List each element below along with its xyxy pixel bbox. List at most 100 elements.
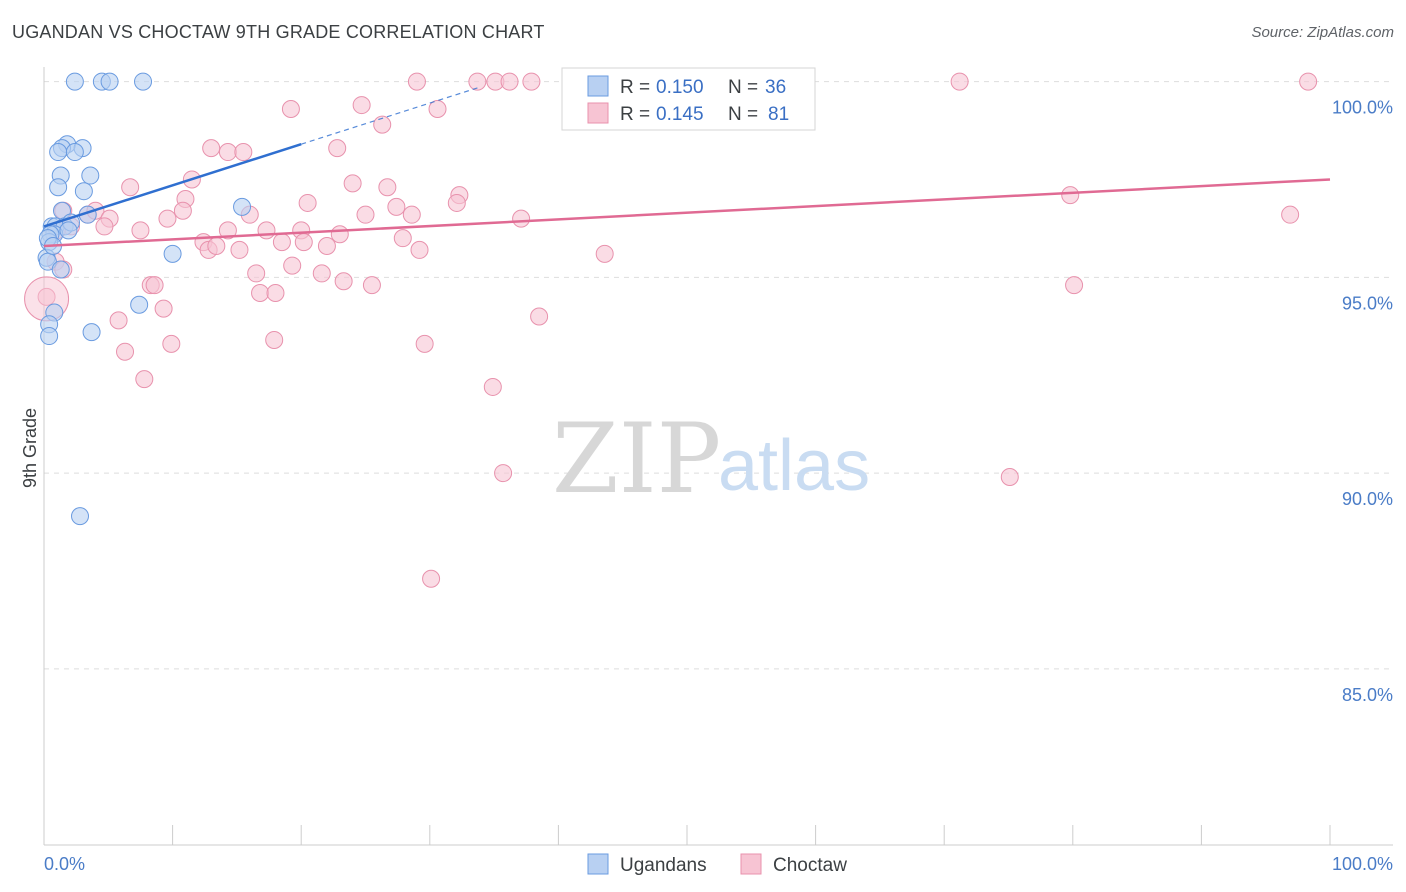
choctaw-r-value: 0.145 (656, 104, 704, 125)
choctaw-point (447, 193, 466, 212)
ugandans-point (130, 295, 149, 314)
choctaw-point (422, 569, 441, 588)
choctaw-point (362, 276, 381, 295)
choctaw-point (135, 370, 154, 389)
choctaw-point (145, 276, 164, 295)
choctaw-point (407, 72, 426, 91)
choctaw-point (272, 233, 291, 252)
choctaw-point (387, 197, 406, 216)
stats-legend: R = 0.150 N = 36 R = 0.145 N = 81 (561, 67, 816, 131)
choctaw-point (283, 256, 302, 275)
ugandans-r-value: 0.150 (656, 77, 704, 98)
watermark-atlas: atlas (718, 426, 870, 506)
choctaw-point (402, 205, 421, 224)
choctaw-point (162, 334, 181, 353)
ugandans-points (37, 72, 252, 526)
choctaw-point (410, 240, 429, 259)
ugandans-point (65, 72, 84, 91)
choctaw-point (352, 96, 371, 115)
chart-title: UGANDAN VS CHOCTAW 9TH GRADE CORRELATION… (12, 22, 545, 42)
choctaw-point (109, 311, 128, 330)
choctaw-point (154, 299, 173, 318)
watermark: ZIP atlas (552, 403, 870, 515)
choctaw-point (257, 221, 276, 240)
choctaw-point (415, 334, 434, 353)
choctaw-point (1299, 72, 1318, 91)
choctaw-point (317, 237, 336, 256)
ugandans-point (49, 178, 68, 197)
y-tick-label: 100.0% (1332, 98, 1393, 118)
ugandans-point (82, 323, 101, 342)
ugandans-point (163, 244, 182, 263)
choctaw-point (95, 217, 114, 236)
ugandans-r-label: R = (620, 77, 650, 98)
ugandans-trend-line (43, 143, 302, 228)
choctaw-point (428, 99, 447, 118)
choctaw-point (1281, 205, 1300, 224)
choctaw-point (251, 283, 270, 302)
x-tick-label-min: 0.0% (44, 854, 85, 874)
y-tick-labels: 85.0% 90.0% 95.0% 100.0% (1332, 98, 1393, 705)
choctaw-point (131, 221, 150, 240)
choctaw-point (500, 72, 519, 91)
choctaw-n-value: 81 (768, 104, 789, 125)
choctaw-point (494, 464, 513, 483)
ugandans-point (81, 166, 100, 185)
y-tick-label: 85.0% (1342, 685, 1393, 705)
choctaw-point (512, 209, 531, 228)
y-tick-label: 90.0% (1342, 489, 1393, 509)
ugandans-point (74, 182, 93, 201)
choctaw-point (950, 72, 969, 91)
trend-lines (43, 86, 1331, 248)
legend-ugandans-label: Ugandans (620, 855, 707, 876)
choctaw-point (230, 240, 249, 259)
ugandans-point (71, 507, 90, 526)
axes (43, 67, 1393, 846)
ugandans-n-value: 36 (765, 77, 786, 98)
choctaw-trend-line (43, 178, 1331, 248)
choctaw-point (373, 115, 392, 134)
choctaw-point (121, 178, 140, 197)
y-tick-label: 95.0% (1342, 293, 1393, 313)
choctaw-r-label: R = (620, 104, 650, 125)
choctaw-point (393, 229, 412, 248)
choctaw-point (530, 307, 549, 326)
choctaw-n-label: N = (728, 104, 758, 125)
choctaw-point (356, 205, 375, 224)
ugandans-point (59, 221, 78, 240)
choctaw-point (378, 178, 397, 197)
choctaw-point (218, 143, 237, 162)
choctaw-point (116, 342, 135, 361)
series-legend: Ugandans Choctaw (587, 853, 847, 876)
ugandans-point (51, 260, 70, 279)
choctaw-point (330, 225, 349, 244)
choctaw-point (312, 264, 331, 283)
choctaw-point (202, 139, 221, 158)
choctaw-point (334, 272, 353, 291)
choctaw-point (158, 209, 177, 228)
ugandans-trend-extension (301, 86, 482, 145)
legend-choctaw-swatch (740, 853, 762, 875)
ugandans-point (65, 143, 84, 162)
ugandans-point (233, 197, 252, 216)
choctaw-point (595, 244, 614, 263)
gridlines (44, 81, 1393, 670)
choctaw-points (24, 72, 1318, 588)
choctaw-point (343, 174, 362, 193)
choctaw-point (294, 233, 313, 252)
ugandans-swatch (587, 75, 609, 97)
ugandans-n-label: N = (728, 77, 758, 98)
y-axis-title: 9th Grade (20, 408, 40, 488)
choctaw-point (218, 221, 237, 240)
choctaw-point (1000, 467, 1019, 486)
ugandans-point (49, 143, 68, 162)
choctaw-point (483, 377, 502, 396)
choctaw-point (207, 237, 226, 256)
choctaw-point (266, 283, 285, 302)
x-tick-label-max: 100.0% (1332, 854, 1393, 874)
ugandans-point (40, 327, 59, 346)
choctaw-point (522, 72, 541, 91)
legend-choctaw-label: Choctaw (773, 855, 847, 876)
legend-ugandans-swatch (587, 853, 609, 875)
